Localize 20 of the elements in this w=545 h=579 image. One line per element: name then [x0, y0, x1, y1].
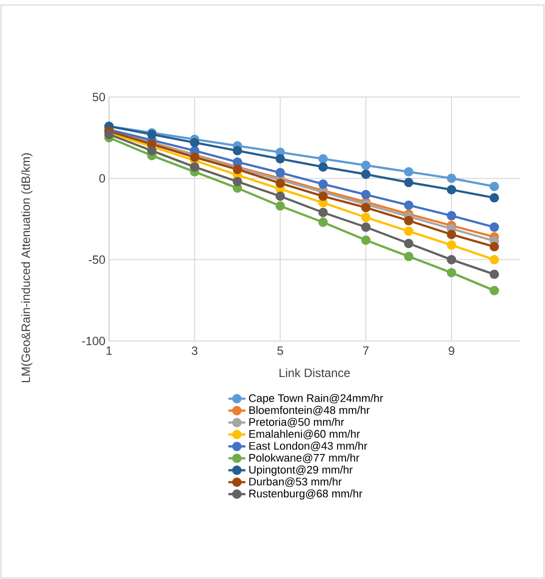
legend-label: Durban@53 mm/hr	[249, 477, 342, 487]
y-tick-label: 0	[99, 174, 106, 183]
legend-label: Cape Town Rain@24mm/hr	[249, 394, 384, 404]
y-tick-label: -50	[88, 255, 106, 264]
legend-label: Pretoria@50 mm/hr	[249, 418, 344, 428]
x-axis-title: Link Distance	[280, 368, 350, 378]
legend-label: Polokwane@77 mm/hr	[249, 454, 360, 464]
y-tick-label: 50	[92, 92, 106, 102]
legend-label: Rustenburg@68 mm/hr	[249, 489, 362, 500]
legend-label: Upingtont@29 mm/hr	[249, 466, 353, 476]
x-tick-label: 7	[363, 346, 369, 355]
x-tick-label: 3	[192, 346, 198, 355]
y-axis-title: LM(Geo&Rain-induced Attenuation (dB/km)	[21, 153, 32, 382]
x-tick-label: 9	[448, 346, 454, 355]
legend-label: Emalahleni@60 mm/hr	[249, 430, 360, 440]
x-tick-label: 5	[277, 346, 284, 355]
legend-label: East London@43 mm/hr	[249, 442, 368, 452]
y-tick-label: -100	[82, 336, 106, 346]
x-tick-label: 1	[106, 346, 112, 355]
legend-label: Bloemfontein@48 mm/hr	[249, 406, 370, 416]
